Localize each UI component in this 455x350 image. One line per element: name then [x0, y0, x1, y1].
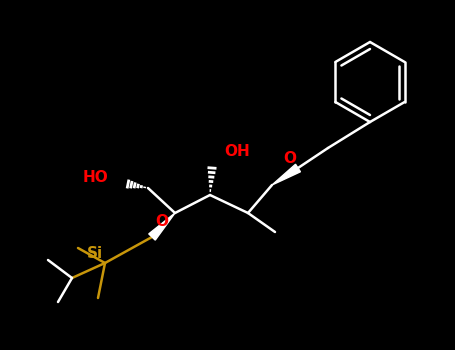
- Polygon shape: [272, 164, 300, 185]
- Text: O: O: [283, 151, 296, 166]
- Text: OH: OH: [224, 144, 250, 159]
- Text: Si: Si: [87, 246, 103, 261]
- Text: O: O: [155, 214, 168, 229]
- Text: HO: HO: [82, 170, 108, 186]
- Polygon shape: [149, 213, 175, 240]
